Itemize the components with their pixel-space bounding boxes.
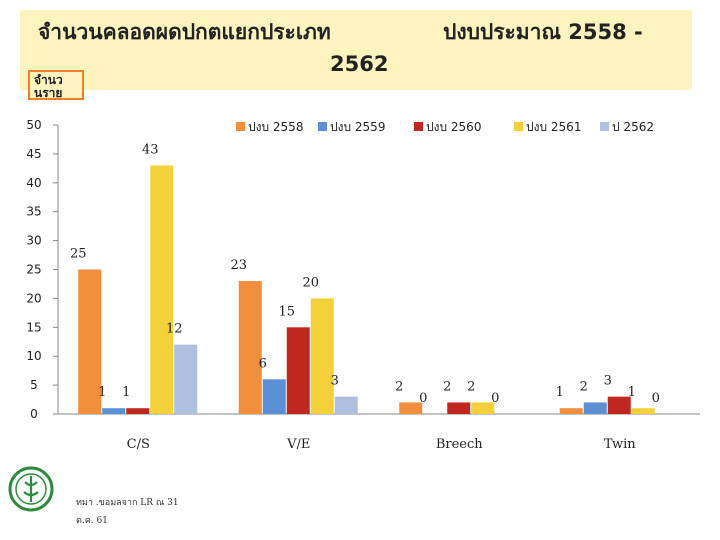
legend-swatch bbox=[414, 122, 423, 131]
data-label: 2 bbox=[580, 379, 588, 394]
legend-label: ปงบ 2559 bbox=[330, 120, 385, 134]
bar bbox=[174, 344, 198, 414]
bar bbox=[286, 327, 310, 414]
data-label: 0 bbox=[419, 391, 427, 406]
data-label: 3 bbox=[604, 374, 612, 389]
source-note: ทมา .ขอมลจาก LR ณ 31 ต.ค. 61 bbox=[76, 494, 179, 530]
y-tick-label: 10 bbox=[26, 349, 41, 363]
data-label: 23 bbox=[230, 258, 247, 273]
x-tick-label: Twin bbox=[604, 437, 636, 452]
bar bbox=[447, 402, 471, 414]
bar bbox=[631, 408, 655, 414]
bars bbox=[78, 165, 655, 414]
y-tick-label: 5 bbox=[30, 378, 38, 392]
data-label: 43 bbox=[142, 142, 159, 157]
y-tick-label: 20 bbox=[26, 291, 41, 305]
bar bbox=[238, 281, 262, 414]
data-label: 1 bbox=[98, 385, 106, 400]
y-tick-label: 50 bbox=[26, 118, 41, 132]
x-tick-label: V/E bbox=[286, 437, 310, 452]
legend-label: ปงบ 2558 bbox=[248, 120, 303, 134]
data-label: 1 bbox=[122, 385, 130, 400]
source-note-line-1: ทมา .ขอมลจาก LR ณ 31 bbox=[76, 498, 179, 508]
x-tick-label: Breech bbox=[436, 437, 483, 452]
y-tick-label: 45 bbox=[26, 147, 41, 161]
bar bbox=[583, 402, 607, 414]
data-label: 15 bbox=[278, 304, 295, 319]
bar bbox=[126, 408, 150, 414]
y-tick-label: 35 bbox=[26, 205, 41, 219]
bar bbox=[471, 402, 495, 414]
data-label: 3 bbox=[331, 374, 339, 389]
y-axis-label: จำนว นราย bbox=[28, 70, 84, 100]
data-label: 2 bbox=[395, 379, 403, 394]
bar bbox=[559, 408, 583, 414]
source-note-line-2: ต.ค. 61 bbox=[76, 516, 108, 526]
legend-swatch bbox=[514, 122, 523, 131]
y-tick-label: 40 bbox=[26, 176, 41, 190]
y-tick-label: 15 bbox=[26, 320, 41, 334]
bar bbox=[607, 396, 631, 414]
data-label: 2 bbox=[467, 379, 475, 394]
data-label: 1 bbox=[628, 385, 636, 400]
title-line-1-fiscal: ปงบประมาณ 2558 - bbox=[443, 20, 643, 44]
legend-label: ปงบ 2561 bbox=[526, 120, 581, 134]
data-label: 0 bbox=[652, 391, 660, 406]
title-line-1: จำนวนคลอดผดปกตแยกประเภท bbox=[38, 20, 331, 44]
data-label: 12 bbox=[166, 322, 183, 337]
bar bbox=[399, 402, 423, 414]
moph-logo-icon bbox=[8, 466, 54, 512]
legend-swatch bbox=[600, 122, 609, 131]
data-label: 1 bbox=[556, 385, 564, 400]
y-tick-label: 0 bbox=[30, 407, 38, 421]
bar bbox=[102, 408, 126, 414]
legend-swatch bbox=[318, 122, 327, 131]
bar bbox=[310, 298, 334, 414]
legend-label: ป 2562 bbox=[612, 120, 654, 134]
y-tick-label: 30 bbox=[26, 234, 41, 248]
data-label: 0 bbox=[491, 391, 499, 406]
legend-label: ปงบ 2560 bbox=[426, 120, 481, 134]
bar bbox=[78, 269, 102, 414]
x-tick-labels: C/S V/E Breech Twin bbox=[127, 437, 637, 452]
bar bbox=[150, 165, 174, 414]
data-label: 2 bbox=[443, 379, 451, 394]
x-tick-label: C/S bbox=[127, 437, 150, 452]
legend-swatch bbox=[236, 122, 245, 131]
legend: ปงบ 2558 ปงบ 2559 ปงบ 2560 ปงบ 2561 ป 2562 bbox=[236, 120, 654, 134]
title-band bbox=[20, 10, 692, 90]
bar bbox=[334, 396, 358, 414]
data-label: 20 bbox=[302, 275, 319, 290]
bar bbox=[262, 379, 286, 414]
title-line-2: 2562 bbox=[330, 52, 389, 76]
data-label: 25 bbox=[70, 247, 87, 262]
y-tick-label: 25 bbox=[26, 263, 41, 277]
data-label: 6 bbox=[259, 356, 267, 371]
